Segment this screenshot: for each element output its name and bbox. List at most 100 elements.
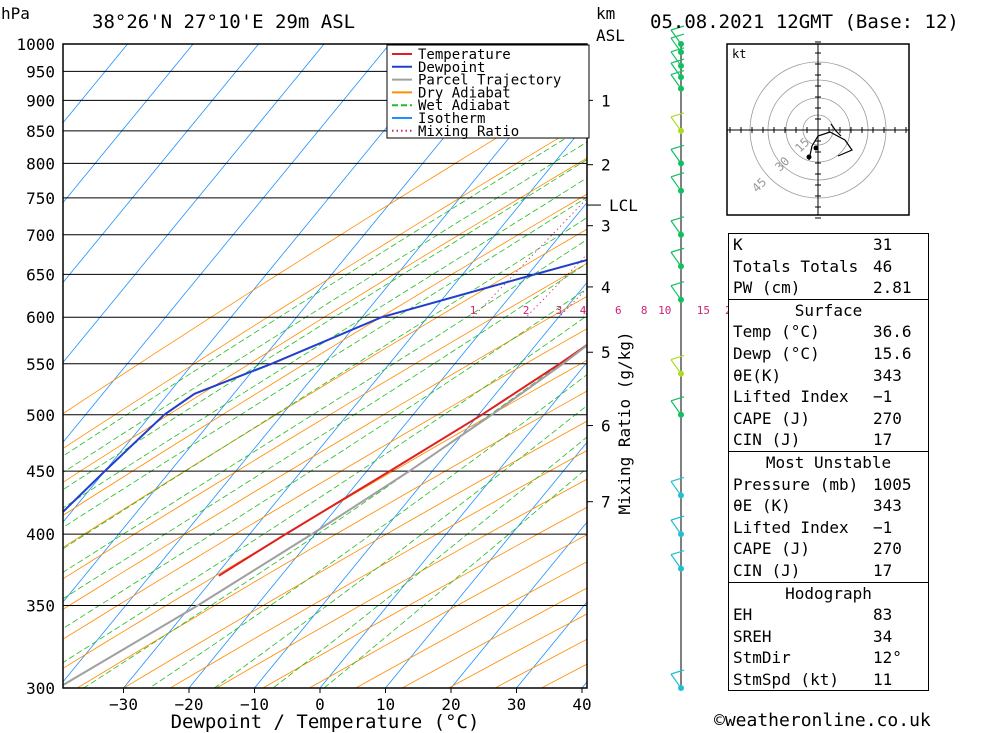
wind-barb-staff [670, 673, 682, 689]
wind-barb-flag [670, 476, 685, 483]
hodo-index-key: EH [733, 605, 753, 625]
mixing-ratio-label: 6 [615, 304, 622, 317]
hodo-index-row: SREH 34 [729, 626, 928, 648]
mixing-ratio-axis-title: Mixing Ratio (g/kg) [615, 331, 634, 514]
isotherm-line [63, 44, 128, 124]
legend-label: Mixing Ratio [418, 124, 519, 140]
wind-barb-staff [670, 62, 682, 78]
mixing-ratio-label: 10 [658, 304, 671, 317]
pressure-tick-label: 350 [26, 597, 55, 616]
most-unstable-indices: Pressure (mb) 1005 θE (K) 343 Lifted Index −1… [729, 474, 928, 582]
credit-text: ©weatheronline.co.uk [714, 710, 931, 731]
surface-index-row: Temp (°C) 36.6 [729, 321, 928, 343]
wind-barb-flag [670, 25, 685, 31]
pressure-tick-label: 650 [26, 265, 55, 284]
wind-barb-staff [670, 116, 682, 132]
x-tick-label: 20 [441, 695, 460, 714]
surface-index-key: Lifted Index [733, 387, 849, 407]
surface-title: Surface [729, 298, 928, 322]
surface-index-value: 17 [873, 430, 893, 450]
pressure-tick-label: 750 [26, 189, 55, 208]
hodo-index-key: SREH [733, 626, 772, 646]
most-unstable-title: Most Unstable [729, 450, 928, 474]
hodograph-unit: kt [732, 47, 746, 61]
km-tick-label: 2 [601, 156, 611, 175]
isotherm-line [63, 44, 521, 603]
isotherm-line [254, 281, 587, 688]
surface-index-value: 15.6 [873, 343, 912, 363]
surface-index-row: CIN (J) 17 [729, 429, 928, 451]
wind-barb-staff [670, 519, 682, 535]
station-location: 38°26'N 27°10'E 29m ASL [92, 11, 356, 33]
hodo-index-key: StmSpd (kt) [733, 669, 839, 689]
pressure-tick-label: 850 [26, 122, 55, 141]
pressure-tick-label: 550 [26, 355, 55, 374]
indices-panel: K 31 Totals Totals 46 PW (cm) 2.81 Surface Te… [728, 233, 929, 692]
pressure-unit: hPa [1, 4, 30, 23]
isotherm-line [63, 44, 194, 204]
dry-adiabat-line [63, 295, 587, 610]
mu-index-row: θE (K) 343 [729, 495, 928, 517]
isotherm-line [450, 521, 587, 688]
legend-label: Dewpoint [418, 60, 485, 76]
km-tick-label: 1 [601, 91, 611, 110]
x-axis-title: Dewpoint / Temperature (°C) [171, 711, 480, 733]
wind-barb-staff [670, 481, 682, 496]
wind-barb-flag [670, 247, 685, 253]
pressure-tick-label: 950 [26, 62, 55, 81]
mu-index-row: Pressure (mb) 1005 [729, 474, 928, 496]
mixing-ratio-label: 1 [470, 304, 477, 317]
isotherm-line [63, 44, 390, 443]
isotherm-line [123, 122, 587, 688]
surface-index-row: Dewp (°C) 15.6 [729, 343, 928, 365]
km-label: km [596, 4, 616, 23]
km-tick-label: 4 [601, 278, 611, 297]
surface-index-row: Lifted Index −1 [729, 386, 928, 408]
wind-barb-staff [670, 74, 682, 89]
plot-frame [62, 43, 588, 689]
top-index-row: PW (cm) 2.81 [729, 277, 928, 299]
mu-index-key: Lifted Index [733, 517, 849, 537]
series-parcel-trajectory-line [63, 344, 587, 687]
wind-barb-staff [670, 285, 682, 301]
storm-motion-point [813, 145, 819, 151]
surface-index-value: 36.6 [873, 322, 912, 342]
hodograph-indices: EH 83 SREH 34 StmDir 12° StmSpd (kt) 11 [729, 604, 928, 690]
hodo-index-row: StmDir 12° [729, 647, 928, 669]
km-tick-label: 3 [601, 217, 611, 236]
wind-barb-staff [670, 149, 682, 164]
dry-adiabat-line [63, 193, 587, 516]
surface-index-key: Dewp (°C) [733, 343, 820, 363]
surface-index-value: 270 [873, 408, 902, 428]
wet-adiabat-line [63, 217, 587, 550]
wind-barb-staff [670, 176, 682, 192]
wind-barb-staff [670, 251, 682, 267]
dry-adiabat-line [169, 450, 587, 688]
isotherm-line [63, 44, 325, 364]
mu-index-key: Pressure (mb) [733, 474, 859, 494]
x-tick-label: 0 [315, 695, 325, 714]
surface-index-row: θE(K) 343 [729, 365, 928, 387]
x-tick-label: 40 [572, 695, 591, 714]
pressure-tick-label: 600 [26, 308, 55, 327]
pressure-tick-label: 1000 [16, 35, 55, 54]
surface-index-key: CAPE (J) [733, 408, 811, 428]
mu-index-row: CAPE (J) 270 [729, 538, 928, 560]
wind-barb-staff [670, 37, 682, 53]
pressure-tick-label: 900 [26, 91, 55, 110]
dry-adiabat-line [262, 506, 587, 688]
wind-barb-staff [670, 359, 682, 374]
legend-label: Parcel Trajectory [418, 73, 561, 89]
surface-indices: Temp (°C) 36.6 Dewp (°C) 15.6 θE(K) 343 Lifted… [729, 321, 928, 451]
surface-index-row: CAPE (J) 270 [729, 408, 928, 430]
top-indices: K 31 Totals Totals 46 PW (cm) 2.81 [729, 234, 928, 299]
wind-barb-flag [670, 515, 685, 521]
mixing-ratio-label: 3 [556, 304, 563, 317]
lcl-label: LCL [609, 196, 638, 215]
pressure-tick-label: 400 [26, 525, 55, 544]
top-index-value: 2.81 [873, 278, 912, 298]
top-index-value: 31 [873, 235, 893, 254]
wind-barb-staff [670, 400, 682, 416]
wet-adiabat-line [323, 467, 587, 688]
